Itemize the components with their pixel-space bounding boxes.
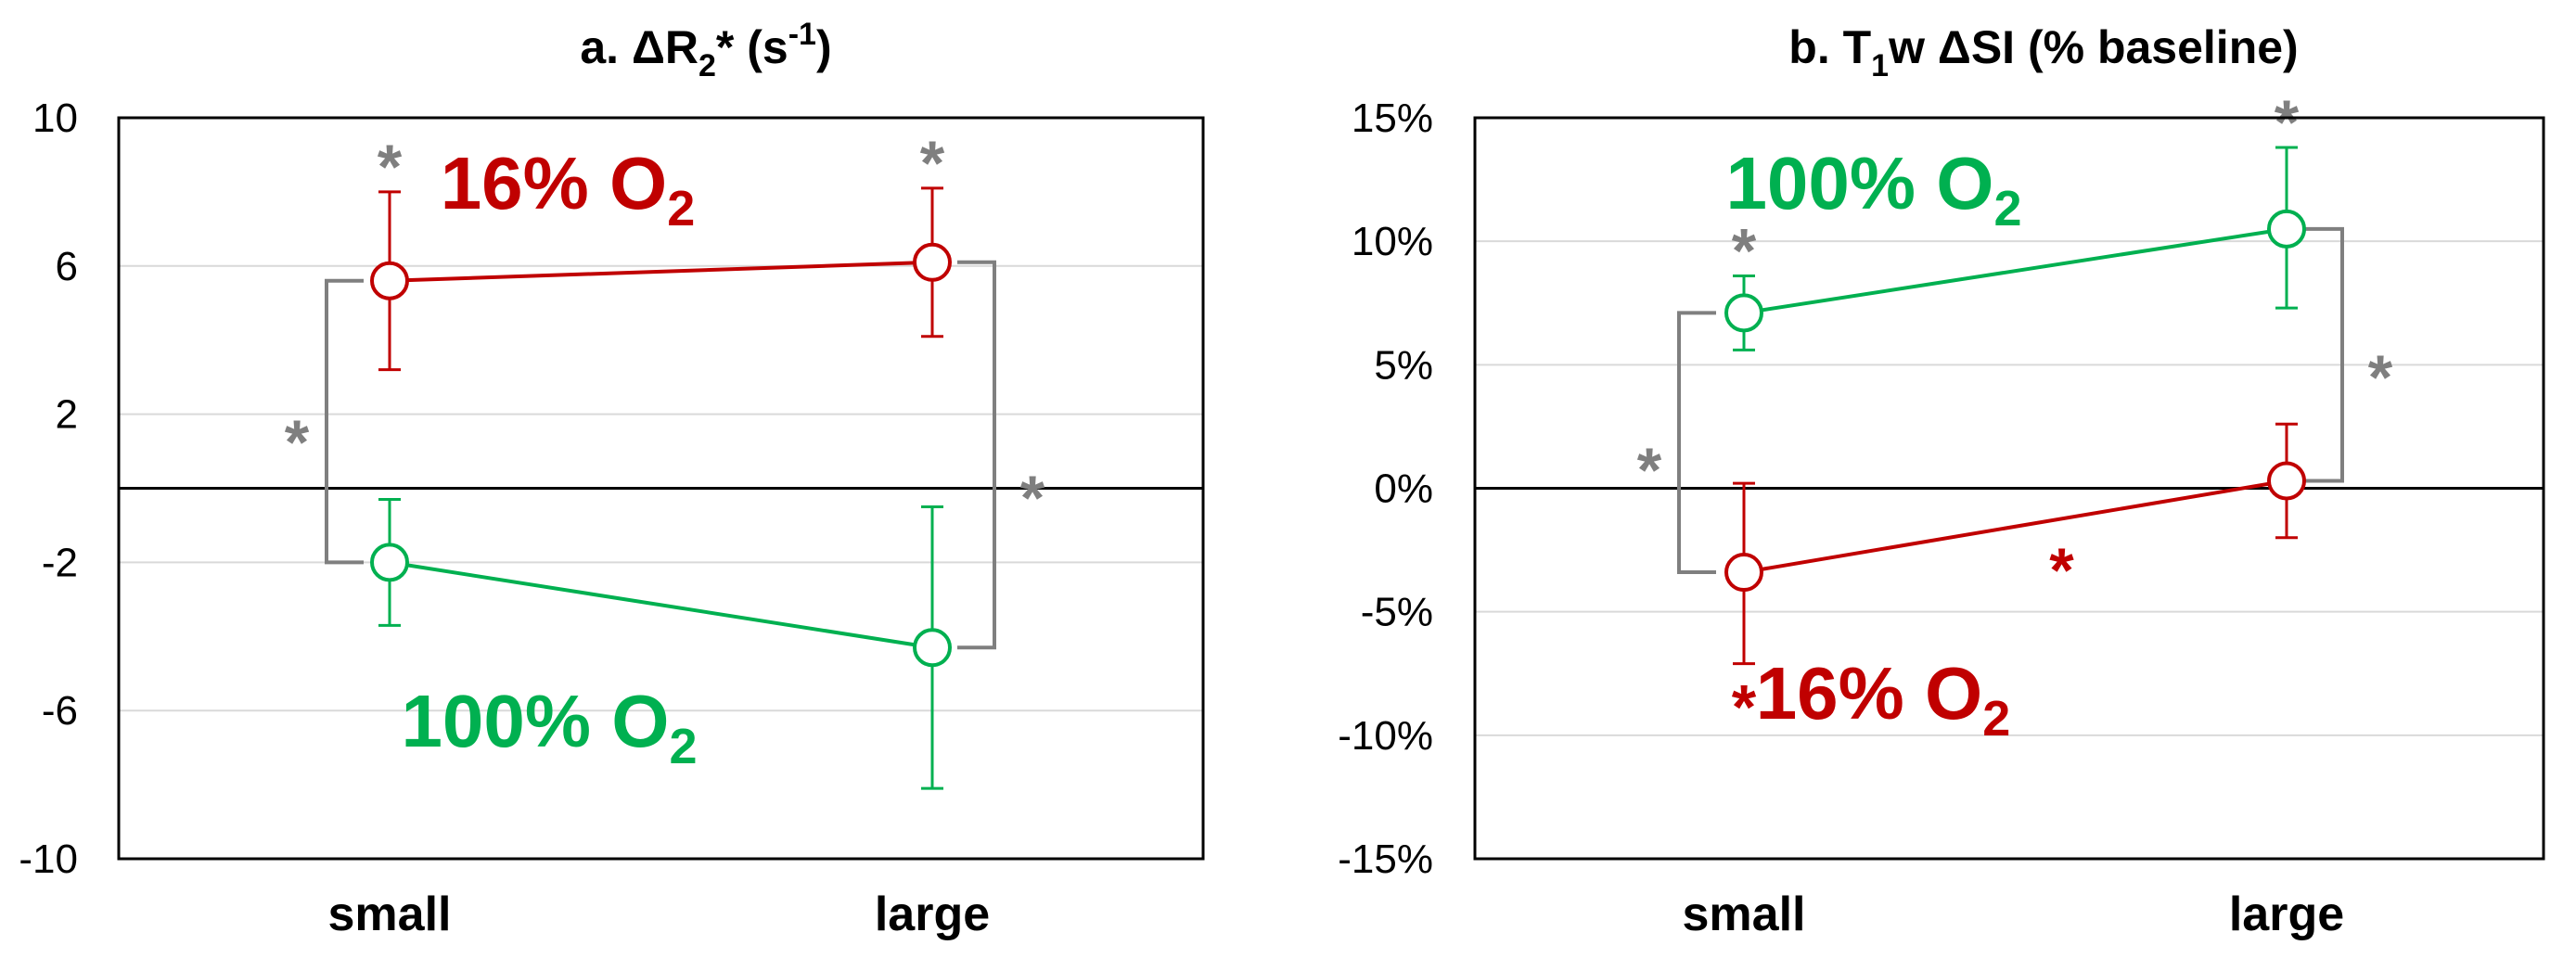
series-line xyxy=(389,560,933,650)
panel-b: b. T1w ΔSI (% baseline) 15% 10% 5% 0% -5% -10… xyxy=(1338,21,2545,941)
panel-a-label-16-o2: 16% O2 xyxy=(441,142,696,236)
point-star: * xyxy=(378,132,403,202)
x-category-label: large xyxy=(2229,888,2344,941)
y-tick-label: 10% xyxy=(1352,219,1433,264)
panel-a-brackets: ** xyxy=(285,260,1045,650)
y-tick-label: -5% xyxy=(1361,590,1433,635)
significance-bracket xyxy=(2305,226,2344,483)
significance-bracket xyxy=(325,278,364,565)
series-line xyxy=(1743,226,2288,315)
x-category-label: small xyxy=(1683,888,1806,941)
point-star: * xyxy=(920,128,945,198)
panel-b-plot-frame xyxy=(1473,116,2545,861)
data-point xyxy=(2267,461,2306,501)
point-star: * xyxy=(1732,215,1757,286)
bracket-star: * xyxy=(285,407,310,478)
bracket-star: * xyxy=(1020,463,1045,533)
panel-b-significance: * * * * xyxy=(1732,87,2300,743)
panel-a-plot-frame xyxy=(117,116,1205,861)
bracket-star: * xyxy=(1637,435,1662,505)
y-tick-label: 10 xyxy=(32,96,78,141)
trend-star: * xyxy=(2049,535,2074,606)
panel-a-series xyxy=(370,186,952,790)
panel-b-title: b. T1w ΔSI (% baseline) xyxy=(1788,21,2298,83)
series-line xyxy=(389,260,933,283)
data-point xyxy=(913,242,952,282)
x-category-label: small xyxy=(328,888,452,941)
panel-a-x-axis: small large xyxy=(328,888,991,941)
bracket-star: * xyxy=(2368,342,2393,413)
y-tick-label: 0% xyxy=(1374,466,1433,512)
series-line xyxy=(1743,479,2288,575)
y-tick-label: 2 xyxy=(56,392,78,438)
panel-b-x-axis: small large xyxy=(1683,888,2345,941)
panel-a-label-100-o2: 100% O2 xyxy=(401,680,697,774)
point-star: * xyxy=(1732,672,1757,743)
panel-a-y-axis: 10 6 2 -2 -6 -10 xyxy=(19,96,78,882)
point-star: * xyxy=(2275,87,2300,158)
panel-b-y-axis: 15% 10% 5% 0% -5% -10% -15% xyxy=(1338,96,1433,882)
y-tick-label: -10 xyxy=(19,837,78,882)
y-tick-label: -10% xyxy=(1338,713,1433,759)
y-tick-label: 6 xyxy=(56,244,78,289)
y-tick-label: -6 xyxy=(42,688,78,734)
data-point xyxy=(370,543,409,582)
data-point xyxy=(1724,553,1763,593)
significance-bracket xyxy=(957,260,996,650)
panel-b-brackets: ** xyxy=(1637,226,2393,575)
panel-b-label-16-o2: 16% O2 xyxy=(1756,652,2011,747)
y-tick-label: 5% xyxy=(1374,342,1433,388)
significance-bracket xyxy=(1677,311,1716,575)
panel-b-label-100-o2: 100% O2 xyxy=(1725,142,2021,236)
panel-a-title: a. ΔR2* (s-1) xyxy=(580,17,831,83)
data-point xyxy=(2267,209,2306,249)
panel-a-grid xyxy=(119,264,1203,712)
data-point xyxy=(1724,293,1763,333)
y-tick-label: -15% xyxy=(1338,837,1433,882)
data-point xyxy=(913,628,952,668)
y-tick-label: 15% xyxy=(1352,96,1433,141)
data-point xyxy=(370,261,409,300)
y-tick-label: -2 xyxy=(42,540,78,585)
panel-b-grid xyxy=(1475,240,2544,736)
panel-b-series xyxy=(1724,146,2306,666)
x-category-label: large xyxy=(875,888,990,941)
panel-a-significance: * * xyxy=(378,128,945,202)
